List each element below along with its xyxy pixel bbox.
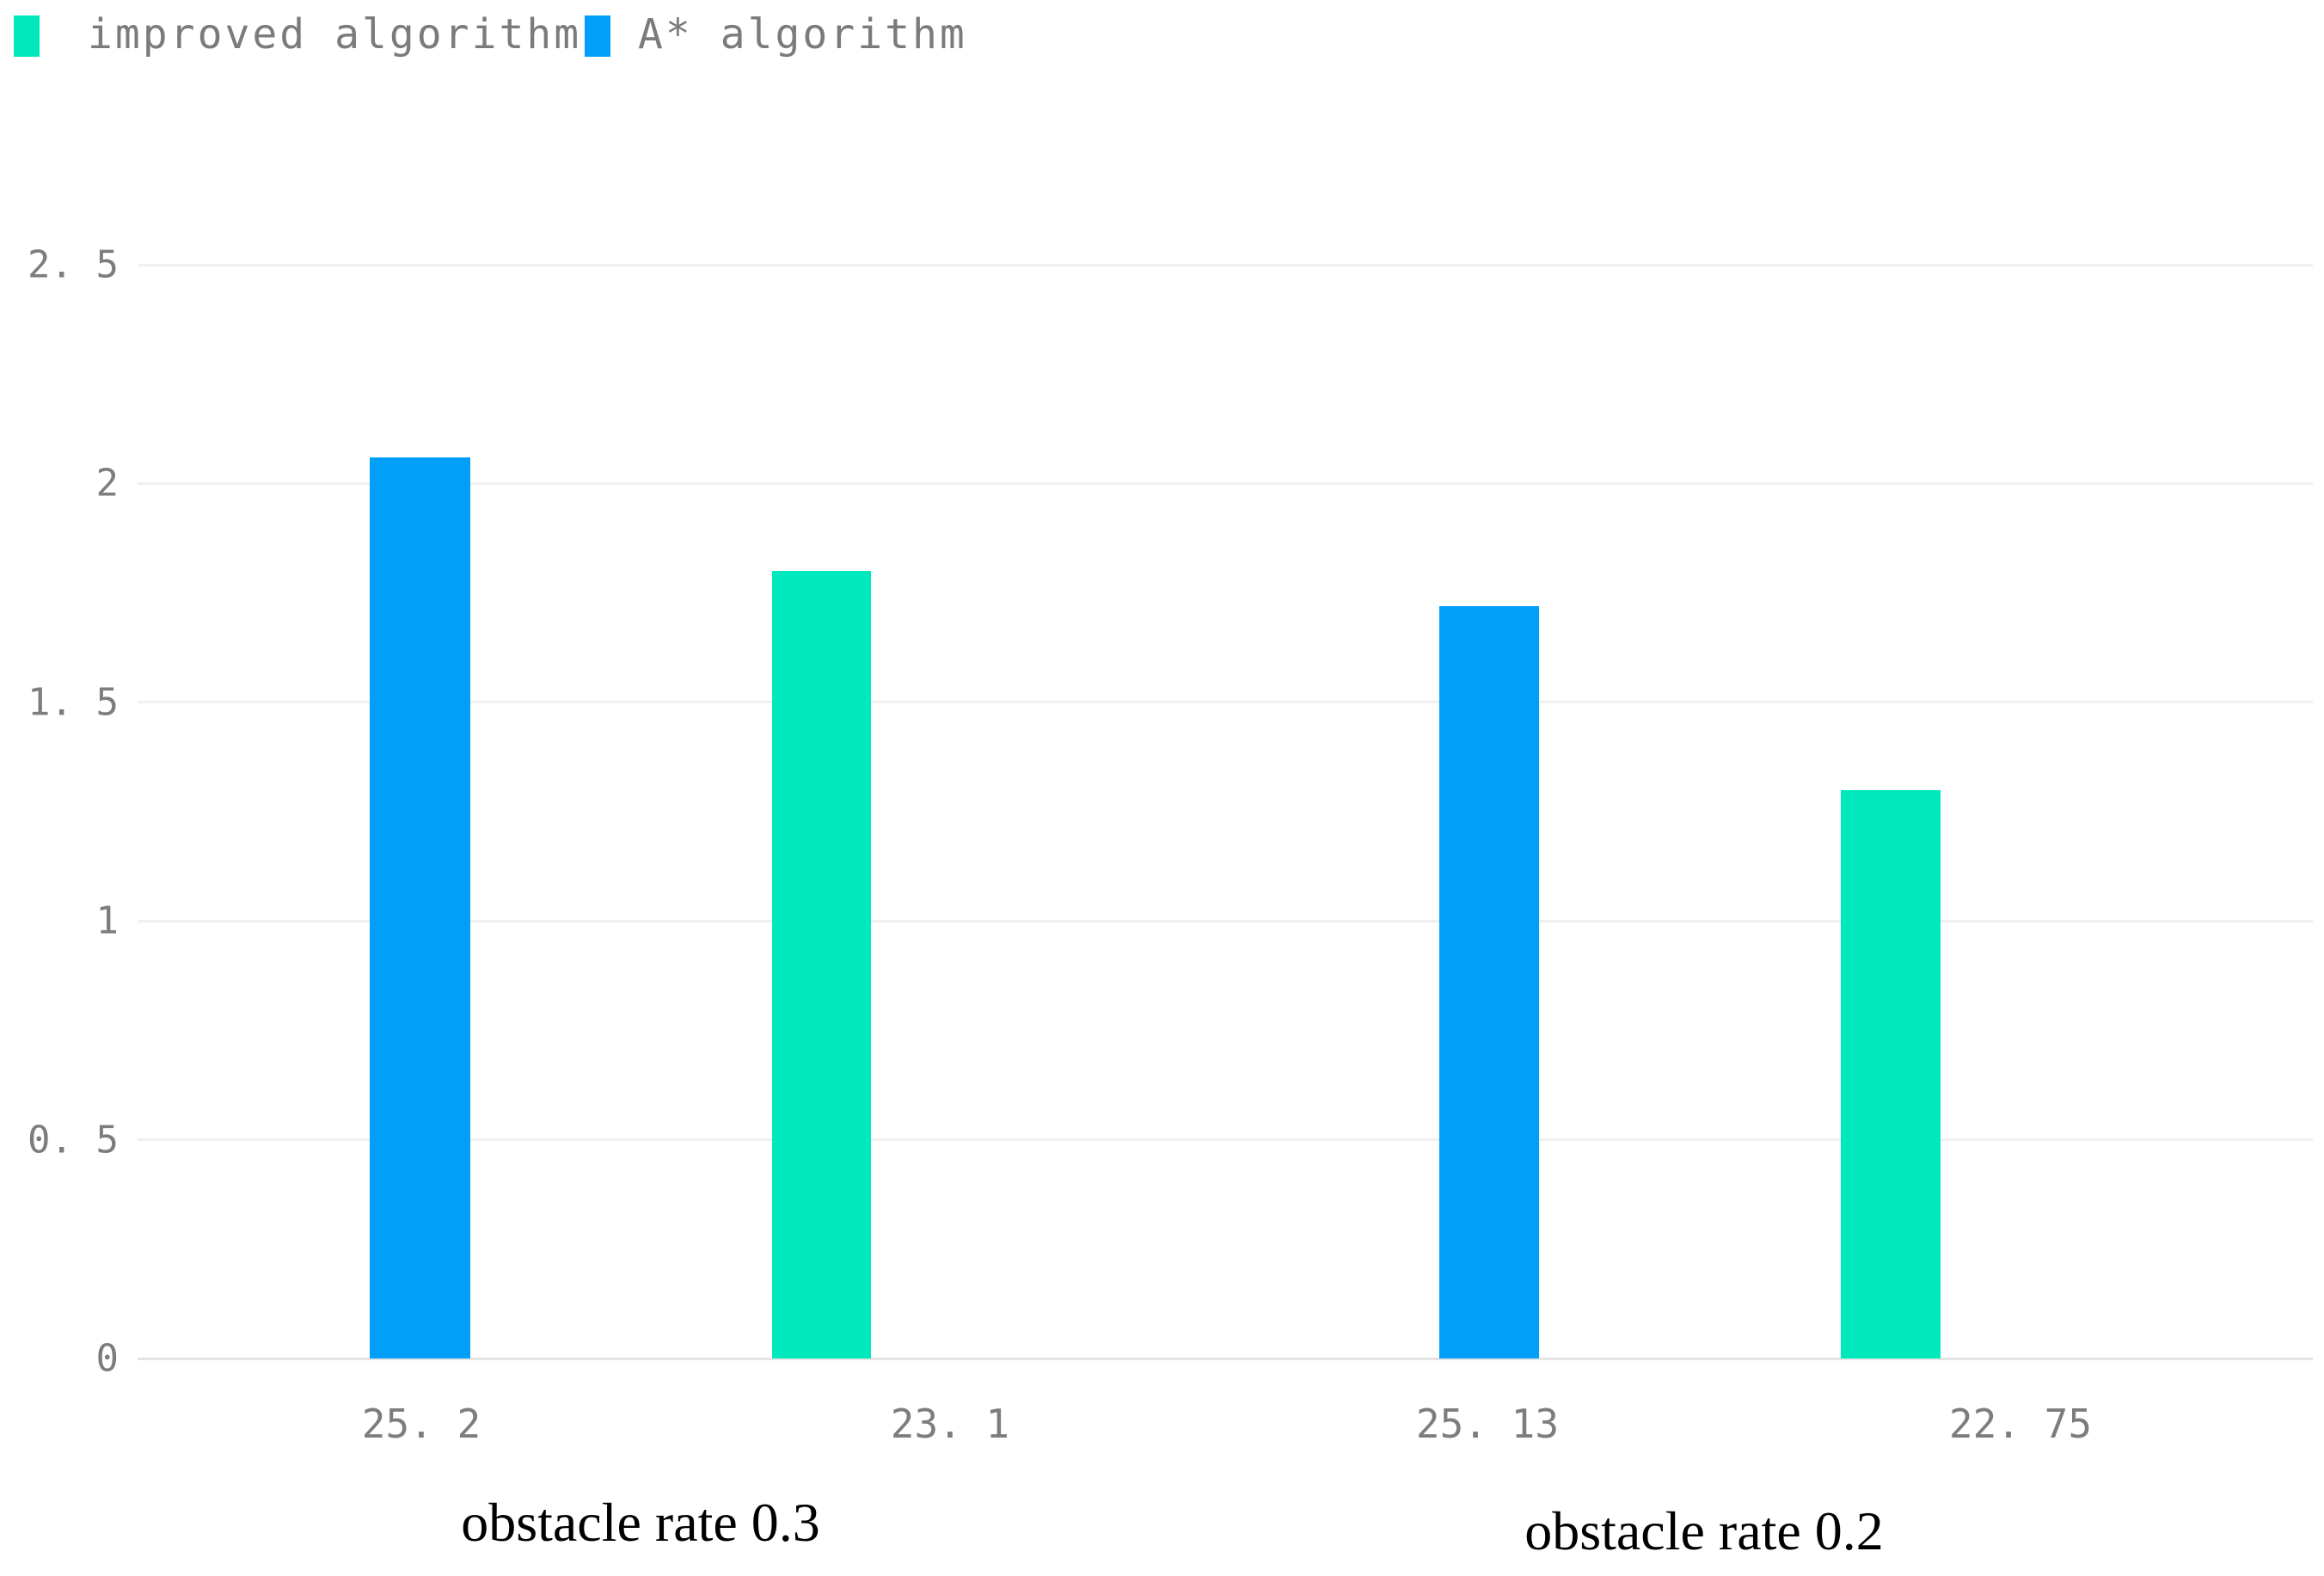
legend-swatch-a-star-algorithm [585, 15, 610, 57]
x-tick-label: 25. 2 [361, 1401, 481, 1447]
legend-swatch-improved-algorithm [14, 15, 40, 57]
group-label-obstacle-rate-0-3: obstacle rate 0.3 [461, 1492, 820, 1553]
gridline [138, 919, 2313, 923]
y-tick-label: 0. 5 [28, 1118, 119, 1162]
gridline [138, 1138, 2313, 1142]
gridline [138, 481, 2313, 485]
x-axis-line [138, 1357, 2313, 1360]
y-tick-label: 1 [95, 898, 120, 943]
gridline [138, 263, 2313, 267]
x-tick-label: 22. 75 [1948, 1401, 2093, 1447]
x-tick-label: 25. 13 [1415, 1401, 1560, 1447]
y-tick-label: 0 [95, 1336, 120, 1381]
x-tick-label: 23. 1 [890, 1401, 1010, 1447]
gridline [138, 701, 2313, 704]
y-tick-label: 2. 5 [28, 242, 119, 287]
legend-label-improved-algorithm: improved algorithm [88, 10, 582, 58]
y-tick-label: 1. 5 [28, 680, 119, 725]
group-label-obstacle-rate-0-2: obstacle rate 0.2 [1524, 1500, 1884, 1561]
y-tick-label: 2 [95, 461, 120, 506]
bar-a-algorithm-3 [1439, 606, 1539, 1358]
bar-improved-algorithm-4 [1841, 790, 1941, 1358]
bar-a-algorithm-1 [370, 457, 470, 1358]
bar-improved-algorithm-2 [772, 571, 871, 1358]
legend-label-a-star-algorithm: A* algorithm [638, 10, 967, 58]
